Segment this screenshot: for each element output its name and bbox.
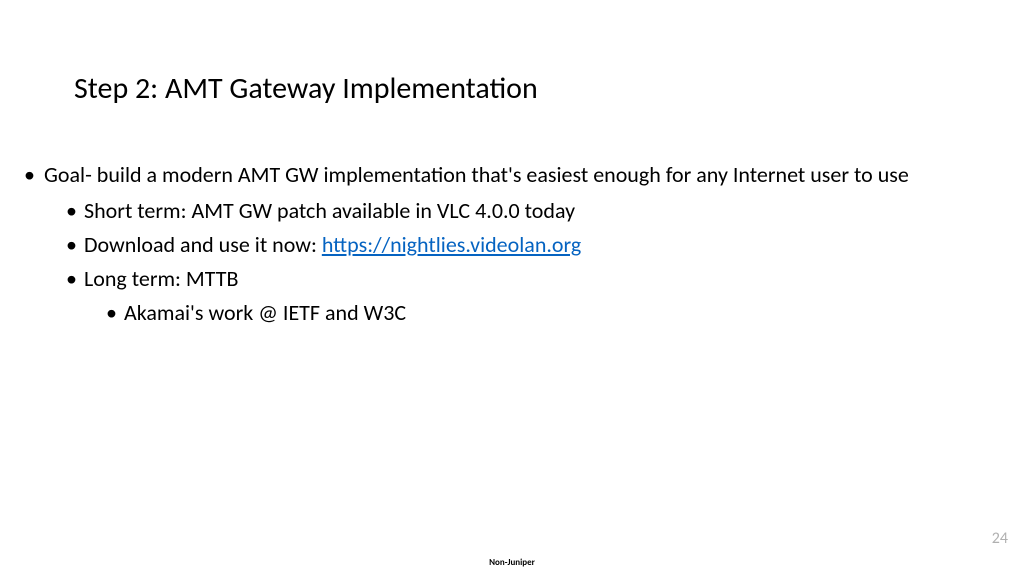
bullet-level3: Akamai's work @ IETF and W3C xyxy=(104,298,1000,328)
bullet-text: Akamai's work @ IETF and W3C xyxy=(124,299,406,326)
download-link[interactable]: https://nightlies.videolan.org xyxy=(322,231,581,258)
bullet-text: Short term: AMT GW patch available in VL… xyxy=(84,197,575,224)
bullet-text: Long term: MTTB xyxy=(84,265,238,292)
bullet-level2: Short term: AMT GW patch available in VL… xyxy=(64,196,1000,226)
bullet-level2: Download and use it now: https://nightli… xyxy=(64,230,1000,260)
slide-body: Goal- build a modern AMT GW implementati… xyxy=(24,160,1000,328)
bullet-text: Download and use it now: xyxy=(84,231,322,258)
slide-title: Step 2: AMT Gateway Implementation xyxy=(74,70,538,107)
bullet-text: Goal- build a modern AMT GW implementati… xyxy=(44,161,909,188)
footer-label: Non-Juniper xyxy=(0,557,1024,568)
slide: Step 2: AMT Gateway Implementation Goal-… xyxy=(0,0,1024,576)
page-number: 24 xyxy=(992,529,1008,548)
bullet-level1: Goal- build a modern AMT GW implementati… xyxy=(24,160,1000,190)
bullet-level2: Long term: MTTB xyxy=(64,264,1000,294)
